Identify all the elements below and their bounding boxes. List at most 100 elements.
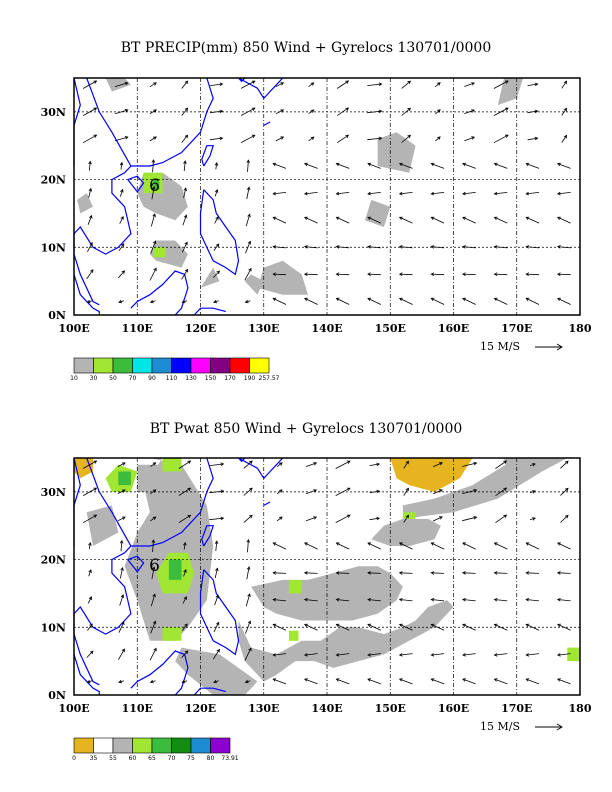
wind-arrow-head bbox=[471, 136, 475, 140]
wind-arrow bbox=[213, 622, 220, 633]
wind-arrow bbox=[557, 273, 571, 276]
wind-arrow-head bbox=[89, 623, 93, 628]
wind-arrow bbox=[495, 460, 507, 469]
wind-arrow-head bbox=[249, 487, 253, 492]
wind-arrow-head bbox=[181, 299, 186, 304]
wind-arrow-head bbox=[149, 679, 154, 684]
wind-arrow bbox=[183, 160, 186, 172]
gyre-location-marker: 6 bbox=[149, 556, 160, 576]
wind-arrow-head bbox=[120, 215, 124, 220]
wind-arrow bbox=[399, 678, 413, 685]
wind-arrow-head bbox=[272, 162, 277, 167]
wind-arrow-head bbox=[462, 598, 466, 602]
wind-arrow-head bbox=[119, 539, 124, 544]
wind-arrow-head bbox=[88, 187, 93, 192]
wind-arrow-head bbox=[310, 82, 315, 86]
colorbar-label: 70 bbox=[129, 375, 137, 382]
wind-arrow bbox=[214, 189, 218, 197]
wind-arrow-head bbox=[565, 514, 569, 519]
wind-arrow bbox=[118, 621, 125, 633]
wind-arrow-head bbox=[503, 487, 508, 491]
wind-arrow bbox=[529, 517, 536, 521]
wind-arrow bbox=[243, 460, 253, 469]
wind-arrow bbox=[431, 273, 445, 276]
colorbar-swatch bbox=[210, 357, 231, 374]
wind-arrow-head bbox=[430, 571, 435, 575]
wind-arrow-head bbox=[493, 272, 498, 276]
wind-arrow bbox=[273, 216, 287, 224]
wind-arrow bbox=[118, 648, 125, 660]
wind-arrow-head bbox=[153, 109, 157, 113]
wind-arrow-head bbox=[214, 188, 219, 193]
wind-arrow bbox=[367, 216, 381, 224]
wind-arrow bbox=[399, 572, 413, 574]
wind-arrow-head bbox=[303, 653, 308, 657]
wind-arrow-head bbox=[367, 191, 371, 196]
wind-arrow-head bbox=[437, 109, 441, 113]
wind-arrow bbox=[304, 653, 318, 656]
wind-arrow-head bbox=[430, 623, 435, 628]
wind-arrow bbox=[401, 80, 411, 89]
wind-arrow-head bbox=[503, 460, 508, 464]
wind-arrow bbox=[367, 572, 381, 574]
wind-arrow-head bbox=[493, 623, 498, 628]
wind-arrow-head bbox=[505, 80, 509, 84]
wind-arrow-head bbox=[398, 542, 403, 546]
wind-arrow-head bbox=[184, 241, 188, 246]
wind-arrow-head bbox=[335, 191, 340, 196]
lon-label: 170E bbox=[501, 322, 532, 335]
wind-arrow bbox=[150, 594, 156, 607]
wind-arrow bbox=[276, 462, 283, 468]
wind-arrow-head bbox=[272, 272, 277, 276]
wind-arrow bbox=[183, 188, 187, 199]
wind-arrow-head bbox=[272, 653, 277, 657]
wind-arrow bbox=[431, 599, 445, 602]
wind-arrow bbox=[114, 136, 128, 142]
lon-label: 120E bbox=[185, 322, 216, 335]
wind-arrow bbox=[431, 192, 445, 195]
wind-arrow bbox=[399, 599, 413, 602]
wind-arrow bbox=[273, 572, 287, 574]
wind-arrow bbox=[494, 572, 508, 574]
wind-arrow bbox=[403, 488, 409, 496]
wind-arrow bbox=[118, 270, 125, 279]
coastline bbox=[73, 274, 100, 315]
colorbar-swatch bbox=[151, 737, 172, 754]
wind-arrow-head bbox=[534, 109, 539, 114]
colorbar-swatch bbox=[151, 357, 172, 374]
wind-arrow bbox=[273, 542, 287, 550]
wind-arrow bbox=[557, 298, 571, 305]
wind-arrow-head bbox=[556, 191, 561, 196]
coastline bbox=[201, 525, 215, 547]
lon-label: 130E bbox=[248, 322, 279, 335]
wind-arrow-head bbox=[121, 516, 126, 520]
wind-arrow bbox=[462, 572, 476, 574]
wind-arrow bbox=[557, 246, 571, 249]
wind-arrow bbox=[88, 188, 92, 198]
shaded-region bbox=[364, 199, 391, 227]
wind-arrow-head bbox=[184, 650, 189, 655]
wind-arrow bbox=[304, 542, 318, 550]
wind-arrow bbox=[245, 214, 251, 227]
wind-arrow bbox=[462, 273, 476, 276]
wind-arrow bbox=[494, 163, 508, 169]
lat-label: 20N bbox=[41, 174, 66, 187]
wind-arrow-head bbox=[532, 517, 536, 521]
wind-arrow bbox=[82, 487, 97, 496]
pwat-65-70-region bbox=[118, 471, 131, 486]
wind-arrow bbox=[86, 269, 94, 280]
wind-arrow bbox=[150, 489, 156, 495]
wind-arrow bbox=[273, 599, 287, 602]
wind-arrow-head bbox=[398, 678, 403, 682]
wind-arrow-head bbox=[335, 297, 340, 302]
wind-arrow-head bbox=[244, 299, 249, 304]
panel2-title: BT Pwat 850 Wind + Gyrelocs 130701/0000 bbox=[149, 421, 463, 437]
wind-arrow-head bbox=[93, 514, 98, 518]
wind-arrow bbox=[181, 107, 188, 116]
wind-arrow-head bbox=[244, 679, 249, 684]
colorbar-label: 35 bbox=[90, 755, 98, 762]
wind-arrow-head bbox=[505, 107, 509, 111]
colorbar-swatch bbox=[93, 737, 114, 754]
wind-arrow-head bbox=[471, 82, 475, 86]
wind-arrow-head bbox=[493, 653, 498, 657]
